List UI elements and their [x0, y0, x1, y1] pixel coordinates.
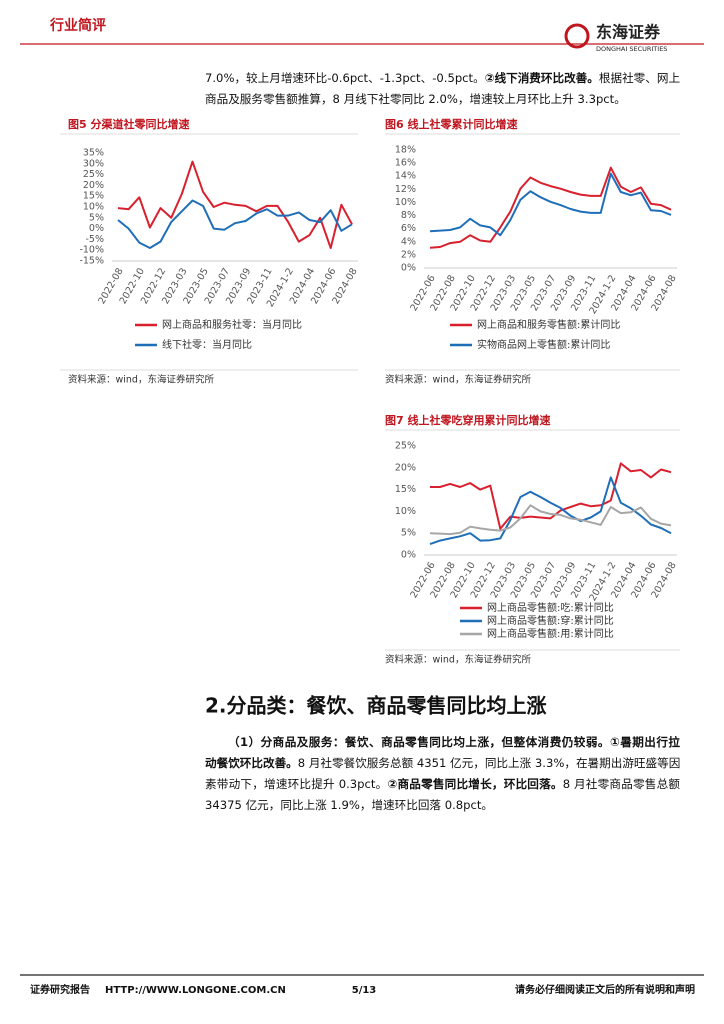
text-run: 商品及服务零售额推算，8 月线下社零同比 2.0%，增速较上月环比上升 3.3p…: [205, 91, 626, 106]
footer-url: HTTP://WWW.LONGONE.COM.CN: [105, 985, 286, 996]
series-line: [429, 504, 672, 536]
series-line: [429, 166, 672, 249]
legend-label: 网上商品和服务社零：当月同比: [162, 318, 302, 331]
text-run: （1）分商品及服务：餐饮、商品零售同比均上涨，但整体消费仍较弱。①暑期出行拉: [228, 735, 680, 749]
y-tick-label: 25%: [395, 441, 416, 452]
y-tick-label: 10%: [395, 197, 416, 208]
y-tick-label: 5%: [401, 528, 416, 539]
y-tick-label: 10%: [83, 202, 104, 213]
legend-label: 线下社零：当月同比: [162, 338, 252, 351]
legend-label: 网上商品和服务零售额:累计同比: [477, 318, 620, 331]
text-run: 34375 亿元，同比上涨 1.9%，增速环比回落 0.8pct。: [205, 798, 494, 812]
figure-title: 图7 线上社零吃穿用累计同比增速: [385, 413, 550, 427]
legend-label: 网上商品零售额:吃:累计同比: [487, 601, 614, 614]
series-line: [430, 462, 672, 530]
y-tick-label: 15%: [395, 484, 416, 495]
y-tick-label: 30%: [83, 158, 104, 169]
y-tick-label: 0%: [401, 263, 416, 274]
y-tick-label: 6%: [401, 223, 416, 234]
footer-right: 请务必仔细阅读正文后的所有说明和声明: [515, 983, 695, 996]
y-tick-label: 20%: [395, 462, 416, 473]
text-run: 动餐饮环比改善。: [205, 756, 298, 770]
text-line: 素带动下，增速环比提升 0.3pct。②商品零售同比增长，环比回落。8 月社零商…: [205, 776, 680, 792]
text-run: 7.0%，较上月增速环比-0.6pct、-1.3pct、-0.5pct。: [205, 71, 485, 85]
series-line: [117, 199, 353, 249]
legend-label: 网上商品零售额:用:累计同比: [487, 627, 614, 640]
y-tick-label: -10%: [79, 245, 104, 256]
footer-left: 证券研究报告: [30, 983, 90, 996]
text-line: 动餐饮环比改善。8 月社零餐饮服务总额 4351 亿元，同比上涨 3.3%，在暑…: [205, 755, 680, 771]
y-tick-label: 10%: [395, 506, 416, 517]
y-tick-label: 5%: [89, 212, 104, 223]
logo-subtitle: DONGHAI SECURITIES: [596, 45, 667, 53]
text-run: 素带动下，增速环比提升 0.3pct。: [205, 777, 388, 791]
text-line: 7.0%，较上月增速环比-0.6pct、-1.3pct、-0.5pct。②线下消…: [205, 70, 680, 86]
text-line: （1）分商品及服务：餐饮、商品零售同比均上涨，但整体消费仍较弱。①暑期出行拉: [228, 734, 680, 750]
y-tick-label: -5%: [86, 234, 105, 245]
source: 资料来源：wind，东海证券研究所: [385, 374, 531, 386]
source: 资料来源：wind，东海证券研究所: [68, 374, 214, 386]
y-tick-label: 8%: [401, 210, 416, 221]
text-line: 34375 亿元，同比上涨 1.9%，增速环比回落 0.8pct。: [205, 797, 680, 813]
y-tick-label: 15%: [83, 191, 104, 202]
y-tick-label: 0%: [89, 223, 104, 234]
y-tick-label: 14%: [395, 171, 416, 182]
legend-label: 实物商品网上零售额:累计同比: [477, 338, 610, 351]
series-line: [429, 476, 672, 546]
text-run: ②商品零售同比增长，环比回落。: [387, 777, 563, 791]
text-run: 根据社零、网上: [598, 71, 681, 85]
header-title: 行业简评: [49, 17, 106, 34]
logo-name: 东海证券: [596, 23, 661, 42]
y-tick-label: 2%: [401, 249, 416, 260]
y-tick-label: 12%: [395, 184, 416, 195]
logo-icon: [564, 23, 590, 49]
text-line: 商品及服务零售额推算，8 月线下社零同比 2.0%，增速较上月环比上升 3.3p…: [205, 91, 680, 107]
section-heading: 2.分品类：餐饮、商品零售同比均上涨: [205, 694, 547, 718]
source: 资料来源：wind，东海证券研究所: [385, 654, 531, 666]
y-tick-label: 20%: [83, 180, 104, 191]
text-run: ②线下消费环比改善。: [484, 71, 599, 85]
legend-label: 网上商品零售额:穿:累计同比: [487, 614, 614, 627]
y-tick-label: 18%: [395, 145, 416, 156]
series-line: [117, 160, 353, 249]
figure-title: 图6 线上社零累计同比增速: [385, 117, 517, 131]
y-tick-label: 25%: [83, 169, 104, 180]
figure-title: 图5 分渠道社零同比增速: [68, 117, 189, 131]
y-tick-label: 35%: [83, 148, 104, 159]
series-line: [429, 172, 672, 237]
y-tick-label: 0%: [401, 550, 416, 561]
y-tick-label: 16%: [395, 158, 416, 169]
text-run: 8 月社零餐饮服务总额 4351 亿元，同比上涨 3.3%，在暑期出游旺盛等因: [297, 756, 681, 770]
footer-page: 5/13: [352, 985, 377, 996]
text-run: 8 月社零商品零售总额: [562, 777, 681, 791]
y-tick-label: -15%: [79, 256, 104, 267]
y-tick-label: 4%: [401, 236, 416, 247]
